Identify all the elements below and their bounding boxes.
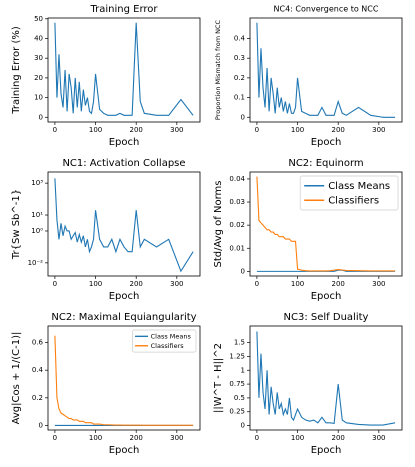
y-axis-label: Proportion Mismatch from NCC bbox=[214, 19, 222, 120]
panel-title: Training Error bbox=[89, 4, 158, 15]
y-tick-label: 0.03 bbox=[229, 198, 245, 206]
x-tick-label: 200 bbox=[130, 280, 143, 288]
x-tick-label: 100 bbox=[89, 126, 102, 134]
legend-box bbox=[299, 175, 399, 211]
y-tick-label: 0.25 bbox=[229, 408, 245, 416]
x-tick-label: 200 bbox=[332, 126, 345, 134]
x-tick-label: 200 bbox=[332, 434, 345, 442]
x-tick-label: 300 bbox=[372, 280, 385, 288]
y-tick-label: 0.02 bbox=[229, 221, 245, 229]
panel-title: NC1: Activation Collapse bbox=[62, 158, 185, 169]
plot-frame bbox=[249, 171, 403, 277]
x-axis-label: Epoch bbox=[311, 445, 342, 456]
legend-label: Class Means bbox=[151, 332, 192, 340]
y-tick-label: 0.2 bbox=[32, 394, 43, 402]
y-axis-label: ||W^T - H||^2 bbox=[213, 343, 224, 413]
y-tick-label: 10³ bbox=[31, 179, 43, 187]
x-tick-label: 100 bbox=[291, 126, 304, 134]
legend-label: Class Means bbox=[328, 181, 390, 192]
x-tick-label: 0 bbox=[53, 126, 57, 134]
y-tick-label: 10 bbox=[34, 94, 43, 102]
y-tick-label: 0 bbox=[241, 267, 245, 275]
y-axis-label: Tr{Sw Sb^-1} bbox=[11, 189, 22, 260]
y-tick-label: 0 bbox=[39, 421, 43, 429]
y-tick-label: 0.01 bbox=[229, 244, 245, 252]
plot-frame bbox=[47, 325, 201, 431]
y-tick-label: 1.25 bbox=[229, 352, 245, 360]
y-tick-label: 0.4 bbox=[32, 366, 44, 374]
y-tick-label: 0 bbox=[241, 422, 245, 430]
data-line bbox=[256, 269, 396, 272]
y-tick-label: 0.3 bbox=[234, 54, 245, 62]
data-line bbox=[54, 335, 194, 426]
x-tick-label: 100 bbox=[291, 280, 304, 288]
y-tick-label: 0.2 bbox=[234, 74, 245, 82]
panel-title: NC3: Self Duality bbox=[284, 312, 369, 323]
y-tick-label: 0.75 bbox=[229, 380, 245, 388]
y-tick-label: 0.04 bbox=[229, 175, 245, 183]
plot-frame bbox=[249, 17, 403, 123]
x-axis-label: Epoch bbox=[109, 445, 140, 456]
y-tick-label: 30 bbox=[34, 54, 43, 62]
panel-title: NC2: Equinorm bbox=[288, 158, 363, 169]
x-tick-label: 0 bbox=[53, 434, 57, 442]
data-line bbox=[54, 22, 194, 116]
y-tick-label: 10⁰ bbox=[31, 227, 43, 235]
x-tick-label: 200 bbox=[332, 280, 345, 288]
x-tick-label: 300 bbox=[170, 434, 183, 442]
x-tick-label: 300 bbox=[170, 126, 183, 134]
plot-frame bbox=[249, 325, 403, 431]
data-line bbox=[256, 176, 396, 272]
x-tick-label: 100 bbox=[291, 434, 304, 442]
y-tick-label: 0.1 bbox=[234, 94, 245, 102]
x-tick-label: 0 bbox=[53, 280, 57, 288]
y-tick-label: 0 bbox=[241, 113, 245, 121]
x-axis-label: Epoch bbox=[109, 137, 140, 148]
x-tick-label: 300 bbox=[170, 280, 183, 288]
y-tick-label: 0 bbox=[39, 113, 43, 121]
y-tick-label: 40 bbox=[34, 34, 43, 42]
x-axis-label: Epoch bbox=[311, 137, 342, 148]
y-tick-label: 1 bbox=[241, 366, 245, 374]
plot-frame bbox=[47, 171, 201, 277]
x-tick-label: 100 bbox=[89, 280, 102, 288]
data-line bbox=[256, 22, 396, 118]
plot-frame bbox=[47, 17, 201, 123]
panel-title: NC2: Maximal Equiangularity bbox=[51, 312, 196, 323]
x-tick-label: 200 bbox=[130, 126, 143, 134]
legend-label: Classifiers bbox=[328, 195, 379, 206]
panel-title: NC4: Convergence to NCC bbox=[274, 5, 379, 14]
y-tick-label: 10¹ bbox=[31, 211, 43, 219]
data-line bbox=[256, 331, 396, 426]
y-tick-label: 0.5 bbox=[234, 394, 245, 402]
x-tick-label: 300 bbox=[372, 126, 385, 134]
x-tick-label: 100 bbox=[89, 434, 102, 442]
y-axis-label: Avg|Cos + 1/(C-1)| bbox=[11, 332, 22, 425]
x-tick-label: 0 bbox=[255, 280, 259, 288]
x-tick-label: 0 bbox=[255, 434, 259, 442]
y-axis-label: Std/Avg of Norms bbox=[213, 181, 224, 268]
data-line bbox=[54, 178, 194, 273]
x-tick-label: 300 bbox=[372, 434, 385, 442]
x-axis-label: Epoch bbox=[311, 291, 342, 302]
x-axis-label: Epoch bbox=[109, 291, 140, 302]
y-axis-label: Training Error (%) bbox=[11, 26, 22, 115]
x-tick-label: 200 bbox=[130, 434, 143, 442]
y-tick-label: 50 bbox=[34, 15, 43, 23]
y-tick-label: 10⁻² bbox=[28, 259, 44, 267]
legend-box bbox=[132, 329, 197, 353]
legend-label: Classifiers bbox=[151, 342, 185, 350]
y-tick-label: 0.4 bbox=[234, 34, 246, 42]
x-tick-label: 0 bbox=[255, 126, 259, 134]
y-tick-label: 0.6 bbox=[32, 339, 44, 347]
y-tick-label: 20 bbox=[34, 74, 43, 82]
y-tick-label: 1.5 bbox=[234, 339, 245, 347]
